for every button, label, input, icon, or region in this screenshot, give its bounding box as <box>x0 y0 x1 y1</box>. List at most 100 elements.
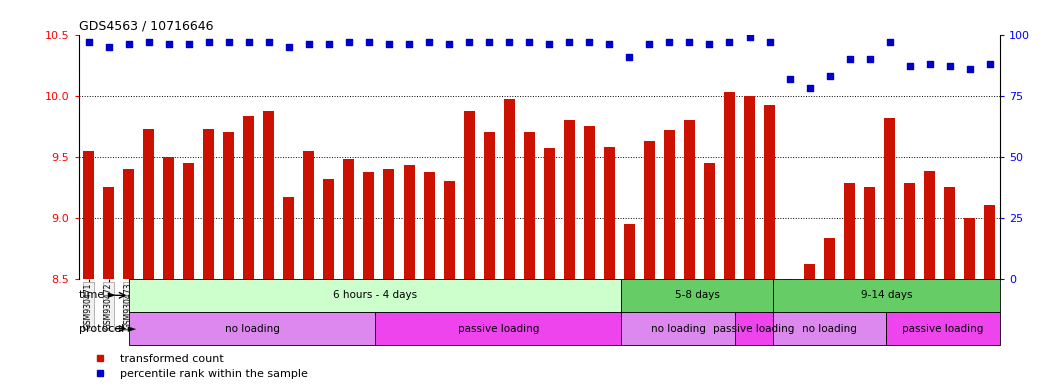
Text: time ►: time ► <box>79 290 116 300</box>
Point <box>180 41 197 47</box>
Point <box>721 39 738 45</box>
Point <box>160 41 177 47</box>
Text: protocol ►: protocol ► <box>79 324 136 334</box>
Bar <box>784 279 795 285</box>
Text: passive loading: passive loading <box>458 324 539 334</box>
Point <box>220 39 237 45</box>
Point <box>300 41 317 47</box>
Point <box>862 56 878 62</box>
Bar <box>723 92 735 279</box>
Bar <box>684 120 695 279</box>
Bar <box>944 187 955 279</box>
Bar <box>524 132 535 279</box>
Bar <box>243 116 254 279</box>
Bar <box>464 111 474 279</box>
Point <box>421 39 438 45</box>
Point <box>320 41 337 47</box>
Point <box>761 39 778 45</box>
Point <box>401 41 418 47</box>
Bar <box>263 111 274 279</box>
Text: GDS4563 / 10716646: GDS4563 / 10716646 <box>79 19 213 32</box>
Point <box>500 39 517 45</box>
Text: passive loading: passive loading <box>903 324 984 334</box>
Bar <box>804 264 816 279</box>
Bar <box>735 312 773 345</box>
Point <box>120 41 137 47</box>
Point <box>842 56 859 62</box>
Point <box>481 39 497 45</box>
Point <box>241 39 258 45</box>
Point <box>140 39 157 45</box>
Point <box>641 41 658 47</box>
Bar <box>984 205 996 279</box>
Bar <box>773 279 1000 312</box>
Bar <box>124 169 134 279</box>
Bar <box>887 312 1000 345</box>
Bar <box>363 172 375 279</box>
Point <box>801 85 818 91</box>
Bar <box>764 105 775 279</box>
Point <box>621 53 638 60</box>
Bar <box>129 279 621 312</box>
Point <box>941 63 958 70</box>
Point <box>981 61 998 67</box>
Point <box>520 39 537 45</box>
Point <box>200 39 217 45</box>
Point <box>340 39 357 45</box>
Point <box>681 39 697 45</box>
Bar <box>621 279 773 312</box>
Point <box>281 44 297 50</box>
Bar <box>885 118 895 279</box>
Bar <box>504 99 515 279</box>
Point <box>541 41 558 47</box>
Bar <box>621 312 735 345</box>
Point <box>921 61 938 67</box>
Bar <box>143 129 154 279</box>
Text: passive loading: passive loading <box>713 324 795 334</box>
Bar <box>824 238 836 279</box>
Text: no loading: no loading <box>802 324 857 334</box>
Point <box>741 34 758 40</box>
Point <box>561 39 578 45</box>
Text: 5-8 days: 5-8 days <box>674 290 719 300</box>
Bar <box>563 120 575 279</box>
Point <box>661 39 677 45</box>
Point <box>261 39 277 45</box>
Bar <box>964 218 976 279</box>
Point <box>821 73 838 79</box>
Bar <box>343 159 355 279</box>
Point <box>601 41 618 47</box>
Bar <box>444 181 454 279</box>
Bar <box>744 96 755 279</box>
Bar <box>484 132 494 279</box>
Text: 9-14 days: 9-14 days <box>861 290 912 300</box>
Bar <box>584 126 595 279</box>
Bar <box>223 132 235 279</box>
Bar <box>183 163 194 279</box>
Bar <box>864 187 875 279</box>
Bar <box>83 151 94 279</box>
Bar <box>103 187 114 279</box>
Bar <box>163 157 174 279</box>
Bar <box>624 224 634 279</box>
Bar <box>284 197 294 279</box>
Text: 6 hours - 4 days: 6 hours - 4 days <box>333 290 418 300</box>
Bar <box>905 184 915 279</box>
Bar <box>704 163 715 279</box>
Bar <box>543 148 555 279</box>
Bar <box>844 184 855 279</box>
Point <box>701 41 718 47</box>
Point <box>882 39 898 45</box>
Text: no loading: no loading <box>225 324 280 334</box>
Bar <box>604 147 615 279</box>
Bar <box>324 179 334 279</box>
Point <box>781 75 798 81</box>
Bar <box>129 312 375 345</box>
Point <box>101 44 117 50</box>
Bar <box>424 172 435 279</box>
Point <box>381 41 398 47</box>
Bar <box>375 312 621 345</box>
Point <box>441 41 458 47</box>
Point <box>961 66 978 72</box>
Bar <box>403 165 415 279</box>
